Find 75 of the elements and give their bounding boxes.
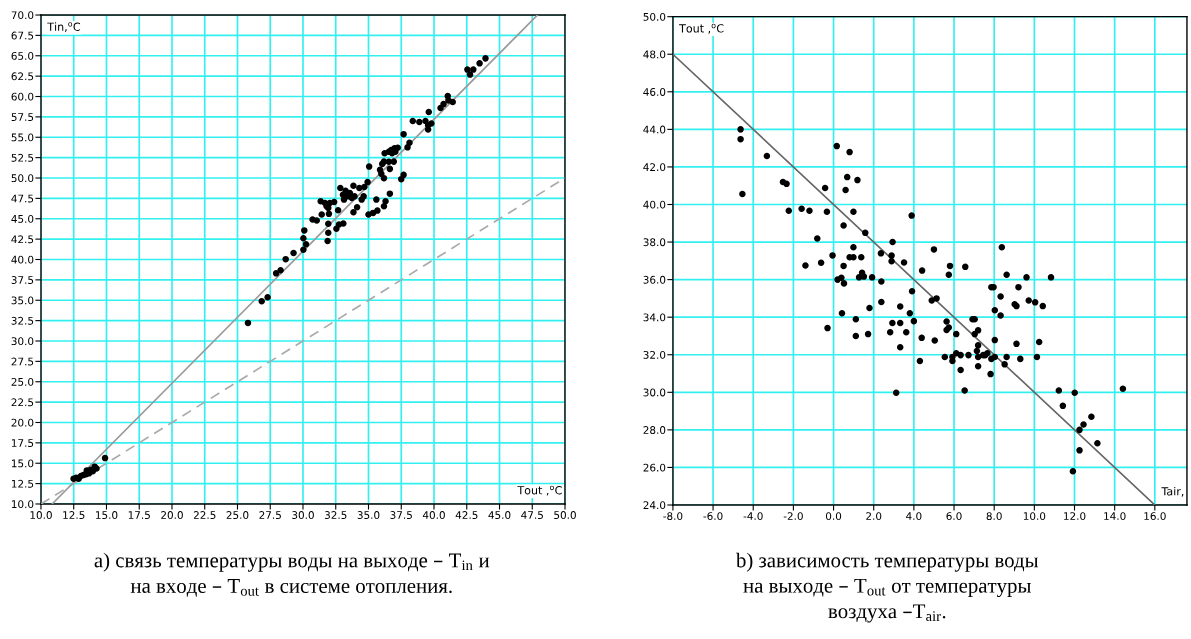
y-tick-label: 30.0 [643,388,666,397]
y-tick-label: 26.0 [643,463,666,472]
y-tick-label: 17.5 [11,439,34,447]
y-tick-label: 24.0 [643,501,666,510]
x-tick-label: 14.0 [1104,512,1126,521]
y-tick-label: 32.0 [643,350,666,359]
x-tick-label: -4.0 [743,512,763,521]
x-tick-label: 15.0 [96,511,118,519]
y-tick-label: 25.0 [11,377,34,386]
x-tick-label: 10.0 [1023,512,1046,521]
y-tick-label: 45.0 [11,214,34,223]
x-axis-title: Tair, [1161,486,1184,497]
y-tick-label: 50.0 [11,174,34,183]
x-tick-label: 32.5 [324,511,347,519]
x-tick-label: 2.0 [866,512,882,521]
y-tick-label: 65.0 [11,51,34,60]
x-tick-label: 20.0 [161,511,183,519]
x-tick-label: 35.0 [357,511,380,519]
y-tick-label: 30.0 [11,337,34,346]
y-tick-label: 10.0 [11,500,34,509]
y-axis-title: Tout ,$^{o}$C [679,23,724,34]
x-tick-label: 30.0 [292,511,314,519]
x-tick-label: 25.0 [226,511,249,519]
y-axis-title: Tin,$^{o}$C [47,22,81,33]
x-tick-label: -6.0 [703,512,723,521]
x-tick-label: 42.5 [455,511,478,519]
y-tick-label: 15.0 [11,459,34,468]
y-tick-label: 60.0 [11,92,34,101]
y-tick-label: 62.5 [11,72,34,81]
y-tick-label: 40.0 [643,200,666,209]
x-tick-label: 16.0 [1144,512,1166,521]
x-tick-label: 12.5 [63,511,85,519]
x-tick-label: 12.0 [1064,512,1086,521]
y-tick-label: 20.0 [11,418,34,427]
chart-title: a) связь температуры воды на выходе – T$_{in}$ и на входе – T$_{out}$ в системе отопления. [94,552,490,597]
y-tick-label: 55.0 [11,133,34,142]
y-tick-label: 67.5 [11,31,34,40]
x-tick-label: 4.0 [906,512,922,521]
x-tick-label: -8.0 [663,512,683,521]
y-tick-label: 47.5 [11,194,34,203]
y-tick-label: 34.0 [643,313,666,322]
x-tick-label: 27.5 [259,511,281,519]
y-tick-label: 35.0 [11,296,34,305]
y-tick-label: 27.5 [11,357,34,366]
x-tick-label: 45.0 [488,511,511,519]
y-tick-label: 37.5 [11,276,34,284]
y-tick-label: 46.0 [643,88,666,96]
y-tick-label: 42.5 [11,235,34,244]
y-tick-label: 12.5 [11,479,34,488]
x-tick-label: 0.0 [825,512,842,521]
y-tick-label: 50.0 [643,12,666,21]
y-tick-label: 52.5 [11,153,34,162]
x-tick-label: -2.0 [783,512,803,521]
y-tick-label: 57.5 [11,113,34,121]
y-tick-label: 38.0 [643,238,666,247]
y-tick-label: 32.5 [11,316,34,325]
x-tick-label: 6.0 [946,512,962,521]
y-tick-label: 48.0 [643,50,666,59]
y-tick-label: 70.0 [11,11,34,20]
x-tick-label: 40.0 [422,511,445,519]
x-tick-label: 8.0 [986,512,1002,521]
x-tick-label: 17.5 [128,511,150,519]
x-tick-label: 47.5 [521,511,543,519]
x-axis-title: Tout ,$^{o}$C [517,485,562,496]
y-tick-label: 36.0 [643,275,666,284]
x-tick-label: 22.5 [193,511,216,519]
y-tick-label: 40.0 [11,255,34,264]
x-tick-label: 37.5 [390,511,412,519]
y-tick-label: 28.0 [643,426,666,434]
text: b) зависимость температуры воды на выходе – T$_{out}$ от температуры воздуха –T$_{air}$. [735,552,1039,623]
y-tick-label: 44.0 [643,125,666,134]
y-tick-label: 22.5 [11,398,34,407]
x-tick-label: 10.0 [30,511,52,519]
y-tick-label: 42.0 [643,163,666,172]
x-tick-label: 50.0 [554,511,576,519]
